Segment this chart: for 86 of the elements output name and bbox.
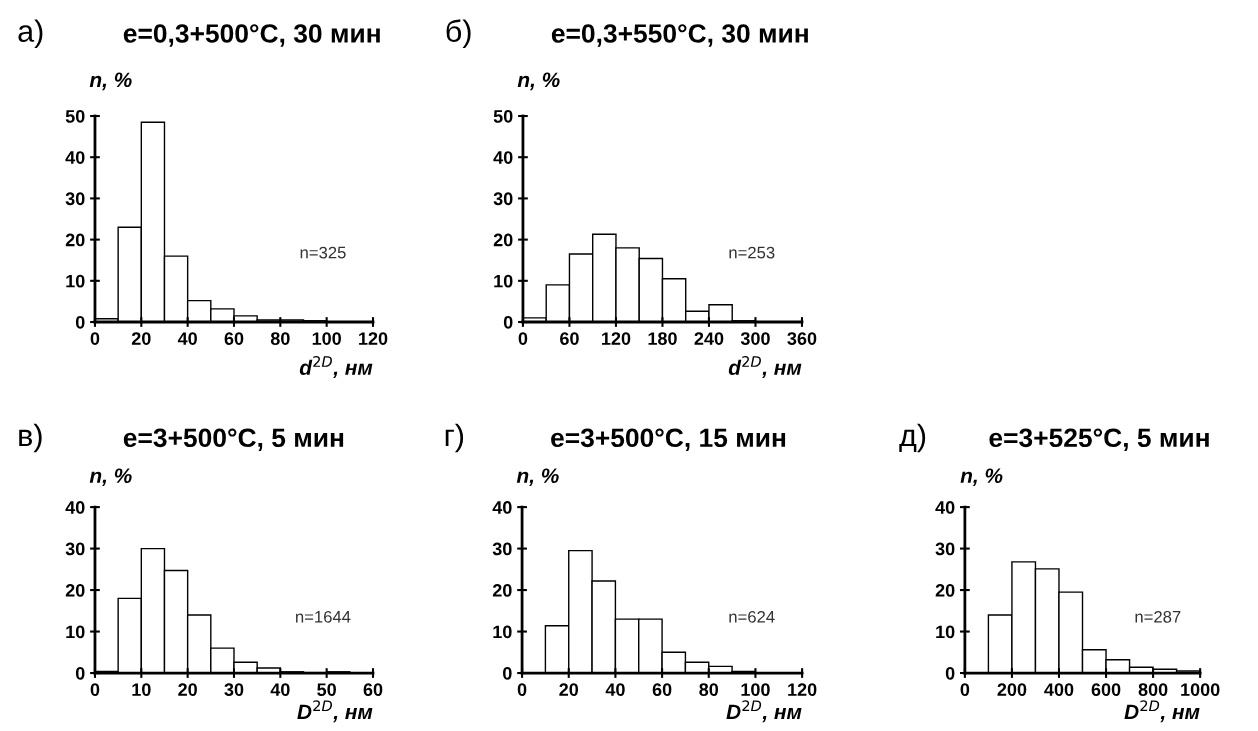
x-tick-label: 0 [90,683,100,697]
annotation: n=1644 [296,610,351,623]
y-tick-label: 40 [65,151,85,164]
text: б) [446,19,471,49]
y-tick-label: 40 [935,501,955,514]
x-tick-label: 20 [559,683,579,697]
x-tick-label: 40 [605,683,625,697]
y-axis-title: n, % [960,468,1003,487]
y-tick-label: 40 [65,501,85,514]
x-tick-label: 360 [787,332,817,346]
x-tick-label: 200 [997,683,1027,697]
x-axis-title: D$^{2D}$, нм [726,700,802,723]
x-tick-label: 0 [517,683,527,697]
y-tick-label: 20 [935,584,955,597]
y-tick-label: 30 [493,192,513,206]
y-tick-label: 30 [65,542,85,556]
y-tick-label: 10 [66,274,85,288]
x-tick-label: 300 [740,332,770,346]
x-tick-label: 600 [1091,683,1121,697]
x-axis-title: d$^{2D}$, нм [299,356,373,379]
y-tick-label: 10 [936,625,955,639]
x-axis-title: D$^{2D}$, нм [297,700,373,723]
x-tick-label: 1000 [1181,683,1220,697]
y-tick-label: 20 [493,233,513,247]
y-tick-label: 40 [492,501,512,514]
y-axis-title: n, % [517,72,560,91]
x-tick-label: 120 [602,332,631,345]
x-axis-title: D$^{2D}$, нм [1124,700,1200,723]
y-tick-label: 50 [65,109,85,123]
x-tick-label: 80 [699,683,719,697]
x-tick-label: 50 [317,683,336,697]
x-tick-label: 120 [359,332,388,345]
x-tick-label: 400 [1044,683,1074,697]
x-tick-label: 80 [270,332,290,345]
y-tick-label: 30 [935,542,955,556]
y-tick-label: 10 [66,625,85,639]
chart-title: e=3+525°C, 5 мин [989,428,1209,451]
x-tick-label: 40 [177,332,197,345]
x-tick-label: 20 [131,332,151,345]
y-tick-label: 10 [493,625,512,639]
text: д) [899,423,926,453]
y-axis-title: n, % [89,468,132,487]
text: г) [445,423,464,453]
y-tick-label: 0 [75,666,85,680]
x-tick-label: 60 [363,683,383,697]
chart-title: e=3+500°C, 15 мин [551,428,786,451]
annotation: n=624 [729,610,775,623]
annotation: n=287 [1135,610,1181,623]
x-tick-label: 180 [648,332,677,345]
y-tick-label: 20 [65,233,85,247]
y-tick-label: 50 [493,109,513,123]
x-tick-label: 0 [960,683,970,697]
x-tick-label: 30 [224,683,244,697]
x-tick-label: 60 [224,332,244,345]
x-tick-label: 800 [1138,683,1168,697]
y-tick-label: 10 [494,274,513,288]
y-tick-label: 0 [945,666,955,680]
x-tick-label: 10 [132,683,151,697]
y-axis-title: n, % [516,468,559,487]
y-tick-label: 0 [503,666,512,680]
annotation: n=325 [300,246,346,259]
x-tick-label: 100 [312,332,341,345]
y-tick-label: 30 [65,192,85,206]
y-axis-title: n, % [89,72,132,91]
annotation: n=253 [729,246,775,259]
y-tick-label: 0 [503,315,513,329]
x-tick-label: 240 [694,332,724,345]
chart-title: e=0,3+550°C, 30 мин [551,24,808,47]
x-tick-label: 120 [788,683,817,697]
y-tick-label: 20 [492,584,512,597]
x-tick-label: 100 [741,683,770,697]
x-tick-label: 60 [652,683,672,697]
text: в) [19,423,42,453]
y-tick-label: 40 [493,151,513,164]
chart-title: e=0,3+500°C, 30 мин [123,24,380,47]
x-tick-label: 60 [560,332,579,345]
y-tick-label: 30 [492,542,512,556]
x-axis-title: d$^{2D}$, нм [728,356,802,379]
y-tick-label: 20 [65,584,85,597]
x-tick-label: 0 [90,332,100,345]
x-tick-label: 20 [178,683,197,697]
y-tick-label: 0 [75,315,85,329]
chart-title: e=3+500°C, 5 мин [123,428,344,451]
x-tick-label: 0 [518,332,528,345]
x-tick-label: 40 [270,683,290,697]
text: а) [18,19,43,49]
